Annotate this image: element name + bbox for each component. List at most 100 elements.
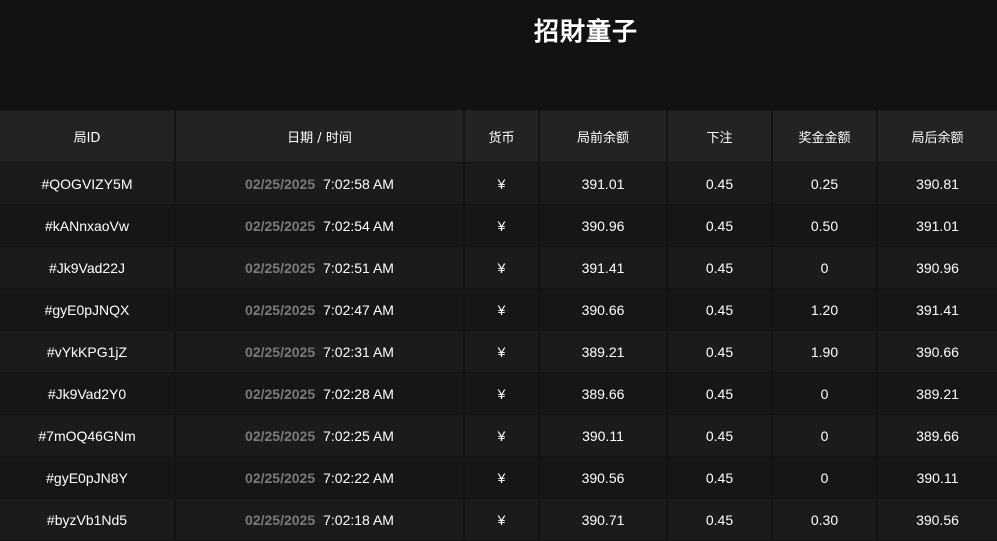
datetime-cell: 02/25/2025 7:02:28 AM [175, 372, 465, 415]
date: 02/25/2025 [245, 175, 316, 192]
win-amount: 1.90 [772, 330, 878, 373]
balance-before: 390.56 [539, 456, 668, 499]
table-row[interactable]: #kANnxaoVw 02/25/2025 7:02:54 AM ¥390.96 0.4… [0, 204, 997, 247]
datetime-cell: 02/25/2025 7:02:51 AM [175, 246, 465, 289]
date: 02/25/2025 [245, 343, 316, 360]
bet: 0.45 [667, 372, 773, 415]
currency: ¥ [464, 498, 540, 541]
win-amount: 0.25 [772, 162, 878, 205]
round-id[interactable]: #byzVb1Nd5 [0, 498, 176, 541]
win-amount: 1.20 [772, 288, 878, 331]
date: 02/25/2025 [245, 511, 316, 528]
datetime-cell: 02/25/2025 7:02:25 AM [175, 414, 465, 457]
win-amount: 0 [772, 414, 878, 457]
balance-before: 390.71 [539, 498, 668, 541]
bet: 0.45 [667, 162, 773, 205]
table-row[interactable]: #Jk9Vad22J 02/25/2025 7:02:51 AM ¥391.41 0.4… [0, 246, 997, 289]
table-row[interactable]: #QOGVIZY5M 02/25/2025 7:02:58 AM ¥391.01 0.4… [0, 162, 997, 205]
table-row[interactable]: #vYkKPG1jZ 02/25/2025 7:02:31 AM ¥389.21 0.4… [0, 330, 997, 373]
win-amount: 0 [772, 456, 878, 499]
balance-after: 391.41 [877, 288, 997, 331]
bet: 0.45 [667, 498, 773, 541]
table-row[interactable]: #gyE0pJN8Y 02/25/2025 7:02:22 AM ¥390.56 0.4… [0, 456, 997, 499]
bet: 0.45 [667, 330, 773, 373]
win-amount: 0 [772, 372, 878, 415]
currency: ¥ [464, 330, 540, 373]
currency: ¥ [464, 204, 540, 247]
balance-after: 390.11 [877, 456, 997, 499]
bet: 0.45 [667, 288, 773, 331]
currency: ¥ [464, 162, 540, 205]
datetime-cell: 02/25/2025 7:02:22 AM [175, 456, 465, 499]
time: 7:02:58 AM [323, 175, 394, 192]
date: 02/25/2025 [245, 217, 316, 234]
time: 7:02:51 AM [323, 259, 394, 276]
header-currency: 货币 [464, 110, 540, 163]
balance-before: 390.66 [539, 288, 668, 331]
balance-before: 390.96 [539, 204, 668, 247]
header-win: 奖金金额 [772, 110, 878, 163]
win-amount: 0 [772, 246, 878, 289]
header-balance-before: 局前余额 [539, 110, 668, 163]
time: 7:02:18 AM [323, 511, 394, 528]
balance-before: 389.66 [539, 372, 668, 415]
round-id[interactable]: #Jk9Vad22J [0, 246, 176, 289]
date: 02/25/2025 [245, 259, 316, 276]
round-id[interactable]: #kANnxaoVw [0, 204, 176, 247]
table-row[interactable]: #Jk9Vad2Y0 02/25/2025 7:02:28 AM ¥389.66 0.4… [0, 372, 997, 415]
time: 7:02:22 AM [323, 469, 394, 486]
win-amount: 0.30 [772, 498, 878, 541]
round-id[interactable]: #7mOQ46GNm [0, 414, 176, 457]
balance-after: 390.66 [877, 330, 997, 373]
time: 7:02:25 AM [323, 427, 394, 444]
date: 02/25/2025 [245, 385, 316, 402]
balance-after: 390.96 [877, 246, 997, 289]
balance-after: 390.81 [877, 162, 997, 205]
currency: ¥ [464, 372, 540, 415]
header-bet: 下注 [667, 110, 773, 163]
round-id[interactable]: #gyE0pJNQX [0, 288, 176, 331]
time: 7:02:54 AM [323, 217, 394, 234]
currency: ¥ [464, 456, 540, 499]
header-balance-after: 局后余额 [877, 110, 997, 163]
bet: 0.45 [667, 456, 773, 499]
table-header: 局ID 日期 / 时间 货币 局前余额 下注 奖金金额 局后余额 [0, 110, 997, 163]
history-table: 局ID 日期 / 时间 货币 局前余额 下注 奖金金额 局后余额 #QOGVIZ… [0, 110, 997, 541]
round-id[interactable]: #QOGVIZY5M [0, 162, 176, 205]
bet: 0.45 [667, 246, 773, 289]
balance-before: 391.01 [539, 162, 668, 205]
balance-before: 390.11 [539, 414, 668, 457]
datetime-cell: 02/25/2025 7:02:31 AM [175, 330, 465, 373]
datetime-cell: 02/25/2025 7:02:58 AM [175, 162, 465, 205]
win-amount: 0.50 [772, 204, 878, 247]
bet: 0.45 [667, 204, 773, 247]
round-id[interactable]: #Jk9Vad2Y0 [0, 372, 176, 415]
datetime-cell: 02/25/2025 7:02:47 AM [175, 288, 465, 331]
table-row[interactable]: #7mOQ46GNm 02/25/2025 7:02:25 AM ¥390.11 0.4… [0, 414, 997, 457]
currency: ¥ [464, 246, 540, 289]
page-title: 招財童子 [533, 17, 638, 46]
datetime-cell: 02/25/2025 7:02:54 AM [175, 204, 465, 247]
date: 02/25/2025 [245, 469, 316, 486]
table-row[interactable]: #gyE0pJNQX 02/25/2025 7:02:47 AM ¥390.66 0.4… [0, 288, 997, 331]
balance-before: 389.21 [539, 330, 668, 373]
balance-before: 391.41 [539, 246, 668, 289]
currency: ¥ [464, 414, 540, 457]
header-datetime: 日期 / 时间 [175, 110, 465, 163]
balance-after: 389.66 [877, 414, 997, 457]
round-id[interactable]: #vYkKPG1jZ [0, 330, 176, 373]
header-round-id: 局ID [0, 110, 176, 163]
bet: 0.45 [667, 414, 773, 457]
round-id[interactable]: #gyE0pJN8Y [0, 456, 176, 499]
balance-after: 389.21 [877, 372, 997, 415]
date: 02/25/2025 [245, 301, 316, 318]
date: 02/25/2025 [245, 427, 316, 444]
table-row[interactable]: #byzVb1Nd5 02/25/2025 7:02:18 AM ¥390.71 0.4… [0, 498, 997, 541]
time: 7:02:47 AM [323, 301, 394, 318]
balance-after: 391.01 [877, 204, 997, 247]
datetime-cell: 02/25/2025 7:02:18 AM [175, 498, 465, 541]
time: 7:02:28 AM [323, 385, 394, 402]
currency: ¥ [464, 288, 540, 331]
time: 7:02:31 AM [323, 343, 394, 360]
balance-after: 390.56 [877, 498, 997, 541]
